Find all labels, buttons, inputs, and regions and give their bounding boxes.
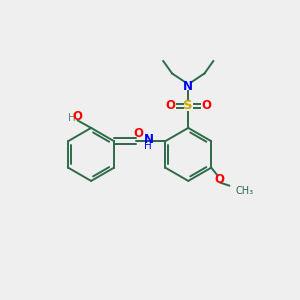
Text: N: N	[183, 80, 193, 93]
Text: N: N	[144, 133, 154, 146]
Text: H: H	[68, 112, 76, 123]
Text: O: O	[166, 99, 176, 112]
Text: O: O	[214, 173, 224, 186]
Text: H: H	[144, 141, 152, 151]
Text: S: S	[184, 99, 193, 112]
Text: O: O	[201, 99, 211, 112]
Text: O: O	[134, 127, 143, 140]
Text: O: O	[73, 110, 83, 123]
Text: CH₃: CH₃	[235, 186, 253, 196]
